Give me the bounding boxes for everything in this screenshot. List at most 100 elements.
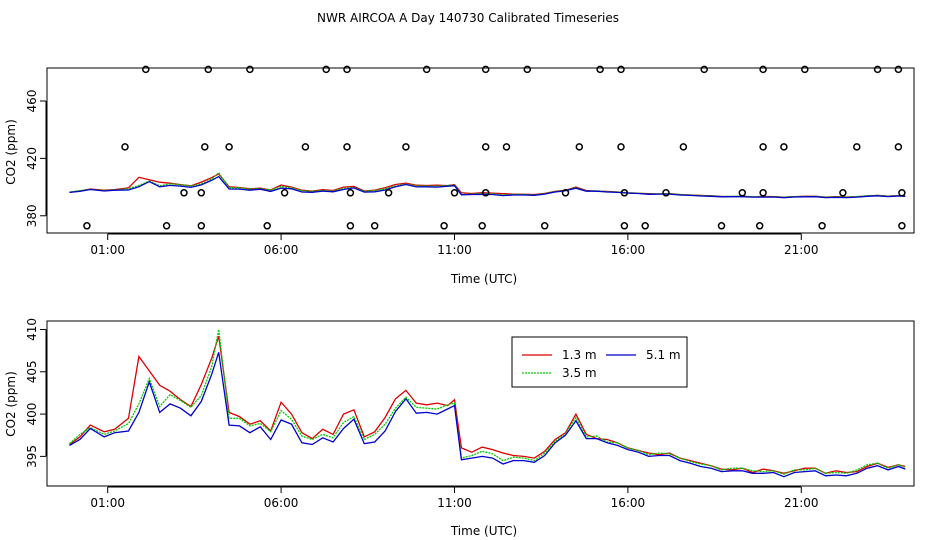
data-point xyxy=(738,189,747,197)
data-point xyxy=(617,65,625,74)
data-point xyxy=(759,65,767,74)
top-series-line-5-1-m xyxy=(69,175,906,199)
bottom-y-axis-label: CO2 (ppm) xyxy=(4,371,18,437)
data-point xyxy=(440,222,448,230)
data-point xyxy=(225,143,233,151)
legend-box xyxy=(511,336,688,388)
data-point xyxy=(450,189,459,197)
top-x-tick-label: 01:00 xyxy=(90,243,125,257)
top-x-tick-label: 11:00 xyxy=(437,243,472,257)
data-point xyxy=(201,143,209,151)
top-x-tick-label: 21:00 xyxy=(784,243,819,257)
data-point xyxy=(346,189,355,197)
data-point xyxy=(620,222,629,230)
bottom-x-tick-label: 06:00 xyxy=(264,496,299,510)
data-point xyxy=(717,222,726,230)
top-panel-lines xyxy=(69,171,906,199)
data-point xyxy=(121,143,129,151)
bottom-x-tick-label: 01:00 xyxy=(90,496,125,510)
data-point xyxy=(801,65,809,74)
data-point xyxy=(301,143,310,151)
data-point xyxy=(662,189,670,197)
data-point xyxy=(898,222,906,230)
data-point xyxy=(759,189,767,197)
top-plot-frame xyxy=(46,67,915,234)
data-point xyxy=(898,189,906,197)
bottom-y-tick-label: 400 xyxy=(25,403,39,426)
data-point xyxy=(422,65,431,74)
bottom-plot-frame xyxy=(46,320,915,487)
data-point xyxy=(523,65,532,74)
top-y-tick-label: 380 xyxy=(25,204,39,227)
data-point xyxy=(755,222,764,230)
data-point xyxy=(481,189,490,197)
legend-label-5-1m: 5.1 m xyxy=(646,348,681,362)
top-x-tick-label: 06:00 xyxy=(264,243,299,257)
data-point xyxy=(343,143,351,151)
data-point xyxy=(402,143,410,151)
legend-label-1-3m: 1.3 m xyxy=(562,348,597,362)
data-point xyxy=(853,143,861,151)
data-point xyxy=(481,143,490,151)
bottom-y-tick-label: 410 xyxy=(25,318,39,341)
data-point xyxy=(263,222,271,230)
data-point xyxy=(370,222,379,230)
data-point xyxy=(894,143,903,151)
chart-title: NWR AIRCOA A Day 140730 Calibrated Times… xyxy=(317,11,619,25)
data-point xyxy=(818,222,826,230)
data-point xyxy=(575,143,584,151)
data-point xyxy=(617,143,625,151)
top-y-tick-label: 420 xyxy=(25,147,39,170)
data-point xyxy=(83,222,91,230)
top-x-axis-label: Time (UTC) xyxy=(450,272,517,286)
data-point xyxy=(596,65,604,74)
data-point xyxy=(700,65,708,74)
legend-label-3-5m: 3.5 m xyxy=(562,366,597,380)
data-point xyxy=(641,222,649,230)
top-x-tick-label: 16:00 xyxy=(611,243,646,257)
data-point xyxy=(322,65,330,74)
top-y-tick-label: 460 xyxy=(25,90,39,113)
data-point xyxy=(280,189,289,197)
top-y-axis: 380 420 460 xyxy=(25,90,47,227)
bottom-x-axis: 01:00 06:00 11:00 16:00 21:00 xyxy=(90,486,819,510)
data-point xyxy=(142,65,150,74)
data-point xyxy=(502,143,511,151)
top-panel: 01:00 06:00 11:00 16:00 21:00 380 420 460 Time… xyxy=(4,65,915,286)
top-x-axis: 01:00 06:00 11:00 16:00 21:00 xyxy=(90,233,819,257)
bottom-y-tick-label: 395 xyxy=(25,445,39,468)
top-series-line-1-3-m xyxy=(69,173,906,198)
bottom-y-tick-label: 405 xyxy=(25,360,39,383)
bottom-x-tick-label: 16:00 xyxy=(611,496,646,510)
data-point xyxy=(162,222,171,230)
data-point xyxy=(759,143,767,151)
data-point xyxy=(384,189,393,197)
data-point xyxy=(873,65,882,74)
bottom-x-tick-label: 21:00 xyxy=(784,496,819,510)
bottom-panel: 01:00 06:00 11:00 16:00 21:00 395 400 405 410 T… xyxy=(4,318,915,538)
data-point xyxy=(343,65,351,74)
bottom-x-tick-label: 11:00 xyxy=(437,496,472,510)
bottom-series-line-3-5-m xyxy=(69,329,906,475)
data-point xyxy=(620,189,629,197)
data-point xyxy=(540,222,549,230)
data-point xyxy=(679,143,688,151)
bottom-series-line-1-3-m xyxy=(69,336,906,474)
data-point xyxy=(197,222,206,230)
data-point xyxy=(481,65,490,74)
legend: 1.3 m 5.1 m 3.5 m xyxy=(511,336,688,388)
bottom-panel-lines xyxy=(69,329,906,478)
top-panel-points xyxy=(83,65,906,230)
top-y-axis-label: CO2 (ppm) xyxy=(4,119,18,185)
data-point xyxy=(561,189,570,197)
data-point xyxy=(780,143,788,151)
data-point xyxy=(204,65,213,74)
bottom-x-axis-label: Time (UTC) xyxy=(450,524,517,538)
data-point xyxy=(180,189,188,197)
data-point xyxy=(478,222,486,230)
data-point xyxy=(839,189,847,197)
data-point xyxy=(346,222,355,230)
data-point xyxy=(197,189,206,197)
bottom-y-axis: 395 400 405 410 xyxy=(25,318,47,468)
